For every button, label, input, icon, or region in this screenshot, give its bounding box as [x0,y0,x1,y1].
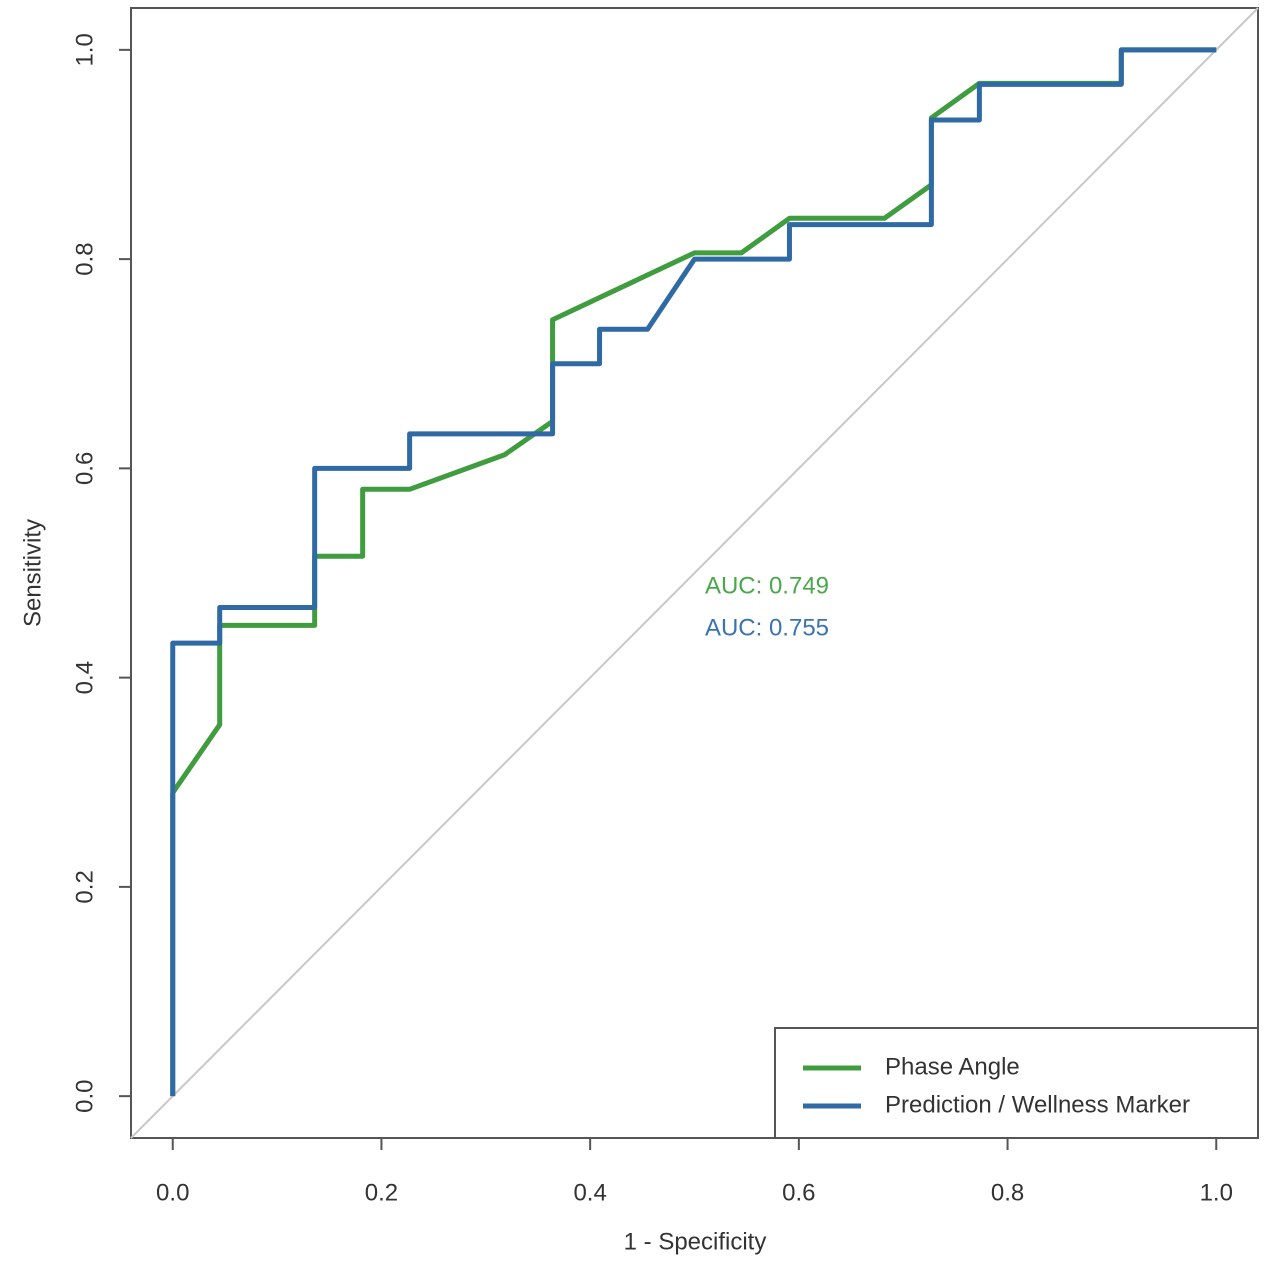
x-tick-label: 0.6 [782,1179,815,1206]
legend-label: Phase Angle [885,1053,1020,1080]
y-axis-label: Sensitivity [19,519,46,627]
y-tick-label: 0.6 [71,452,98,485]
x-axis-label: 1 - Specificity [624,1228,767,1255]
annotation: AUC: 0.749 [705,572,829,599]
x-tick-label: 0.0 [156,1179,189,1206]
reference-line [130,7,1259,1139]
legend-box [774,1027,1259,1139]
y-tick-label: 0.0 [71,1079,98,1112]
legend-label: Prediction / Wellness Marker [885,1091,1190,1118]
roc-line [170,47,1217,1097]
x-tick-label: 0.8 [991,1179,1024,1206]
x-tick-label: 1.0 [1200,1179,1233,1206]
x-tick-label: 0.2 [365,1179,398,1206]
y-tick-label: 0.4 [71,661,98,694]
y-tick-label: 0.2 [71,870,98,903]
y-tick-label: 1.0 [71,33,98,66]
y-tick-label: 0.8 [71,242,98,275]
x-tick-label: 0.4 [573,1179,606,1206]
annotation: AUC: 0.755 [705,614,829,641]
